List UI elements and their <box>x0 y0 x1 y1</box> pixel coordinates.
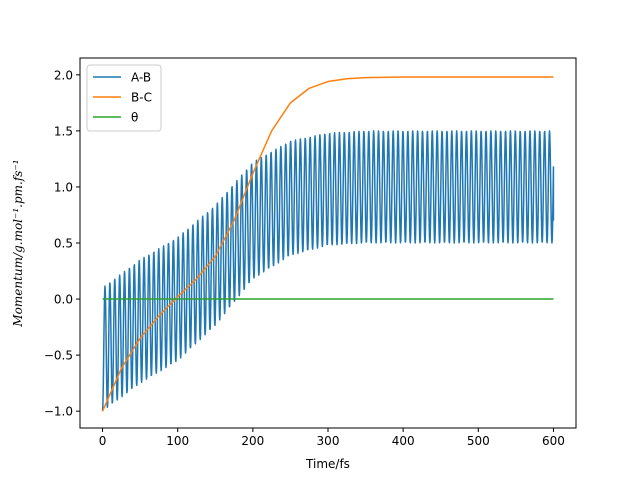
y-tick-label: 0.5 <box>54 237 73 251</box>
y-axis-ticks: −1.0 −0.5 0.0 0.5 1.0 1.5 2.0 <box>44 68 80 419</box>
y-tick-label: −0.5 <box>44 349 73 363</box>
legend-box <box>86 64 162 132</box>
y-tick-label: 2.0 <box>54 68 73 82</box>
series-line-b-c <box>101 76 554 412</box>
legend-label: A-B <box>131 71 151 85</box>
series-layer <box>101 76 555 412</box>
x-axis-label: Time/fs <box>305 457 350 471</box>
x-tick-label: 600 <box>542 434 565 448</box>
y-tick-label: −1.0 <box>44 405 73 419</box>
x-axis-ticks: 0 100 200 300 400 500 600 <box>99 428 565 448</box>
y-tick-label: 1.5 <box>54 124 73 138</box>
x-tick-label: 400 <box>392 434 415 448</box>
x-tick-label: 500 <box>467 434 490 448</box>
y-tick-label: 1.0 <box>54 180 73 194</box>
series-line-a-b <box>101 130 555 412</box>
y-axis-label: Momentum/g.mol⁻¹.pm.fs⁻¹ <box>11 159 25 327</box>
x-tick-label: 100 <box>166 434 189 448</box>
x-tick-label: 0 <box>99 434 107 448</box>
x-tick-label: 200 <box>241 434 264 448</box>
legend-label: θ <box>131 111 138 125</box>
legend-label: B-C <box>131 91 152 105</box>
y-tick-label: 0.0 <box>54 293 73 307</box>
legend: A-B B-C θ <box>86 64 162 132</box>
x-tick-label: 300 <box>317 434 340 448</box>
